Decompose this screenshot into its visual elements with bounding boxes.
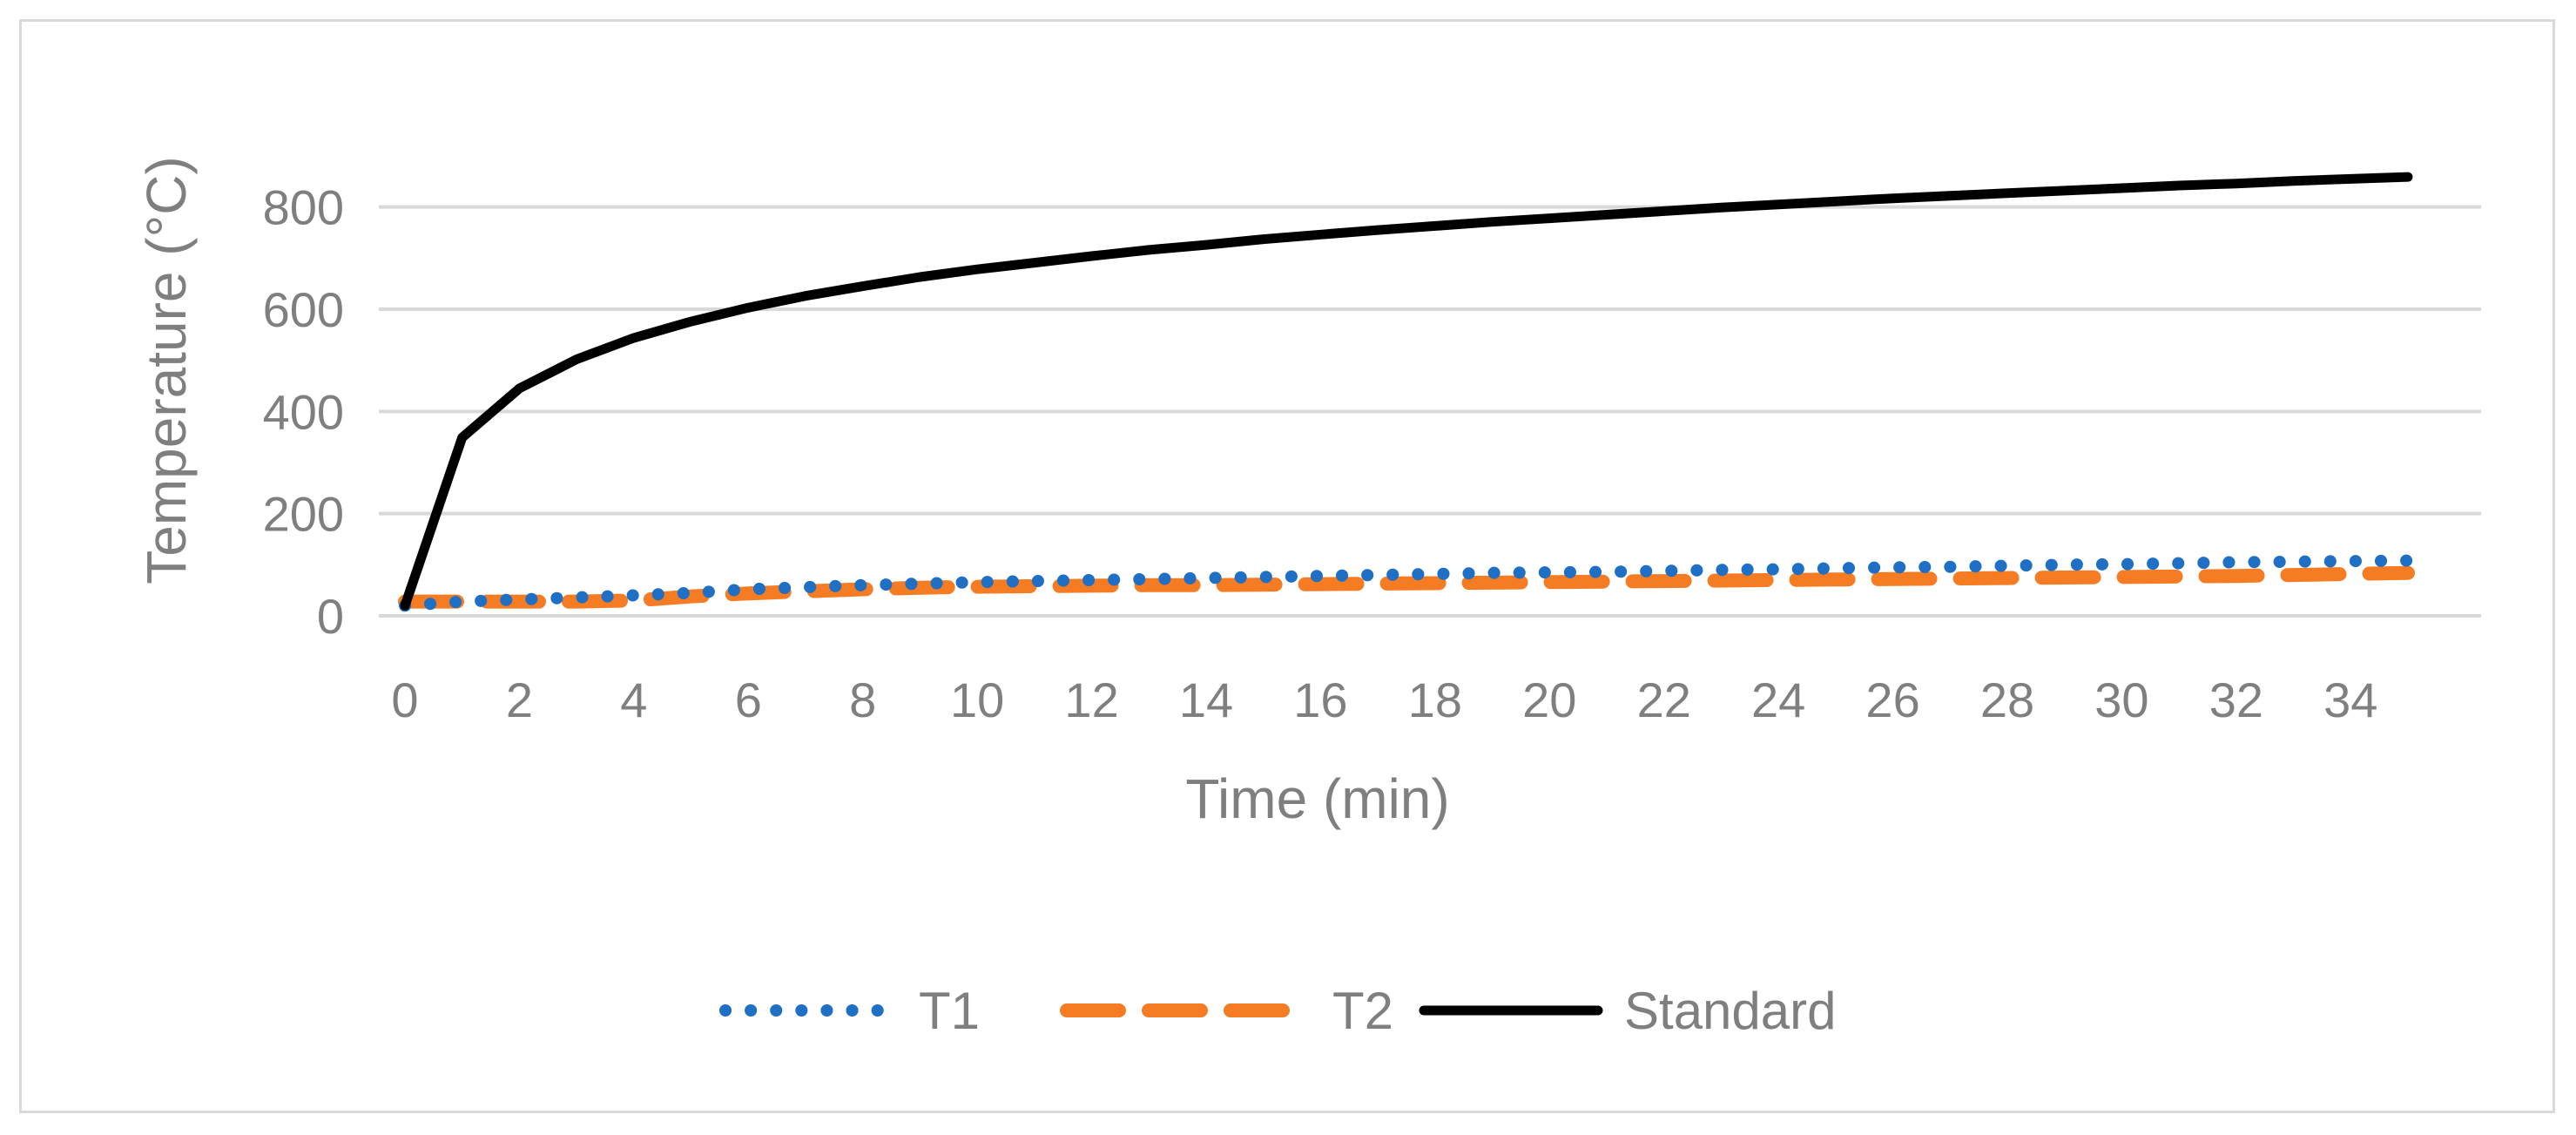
x-tick-label-2: 2 — [506, 672, 533, 727]
y-tick-label-800: 800 — [263, 180, 344, 235]
y-axis-ticks: 0 200 400 600 800 — [263, 180, 344, 644]
y-tick-label-0: 0 — [317, 589, 344, 644]
series-lines — [398, 172, 2415, 612]
x-tick-label-0: 0 — [391, 672, 418, 727]
legend-label-t2: T2 — [1332, 982, 1393, 1040]
y-tick-label-400: 400 — [263, 384, 344, 439]
x-tick-label-10: 10 — [950, 672, 1004, 727]
x-tick-label-26: 26 — [1865, 672, 1919, 727]
x-tick-label-16: 16 — [1293, 672, 1347, 727]
series-line-t1 — [399, 554, 2414, 612]
x-tick-label-6: 6 — [735, 672, 762, 727]
x-tick-label-14: 14 — [1179, 672, 1233, 727]
y-tick-label-200: 200 — [263, 487, 344, 542]
x-axis-title: Time (min) — [1185, 767, 1449, 830]
series-line-standard — [400, 172, 2413, 611]
x-tick-label-12: 12 — [1064, 672, 1118, 727]
legend-label-standard: Standard — [1624, 982, 1837, 1040]
x-tick-label-8: 8 — [849, 672, 876, 727]
x-tick-label-28: 28 — [1980, 672, 2034, 727]
x-tick-label-30: 30 — [2094, 672, 2148, 727]
x-tick-label-20: 20 — [1522, 672, 1576, 727]
x-tick-label-18: 18 — [1408, 672, 1462, 727]
x-axis-ticks: 0 2 4 6 8 10 12 14 16 18 20 22 24 26 28 30 32 34 — [391, 672, 2377, 727]
x-tick-label-4: 4 — [620, 672, 647, 727]
x-tick-label-34: 34 — [2323, 672, 2377, 727]
y-tick-label-600: 600 — [263, 282, 344, 337]
y-axis-title: Temperature (°C) — [135, 156, 198, 584]
x-tick-label-22: 22 — [1637, 672, 1691, 727]
x-tick-label-32: 32 — [2209, 672, 2263, 727]
legend-label-t1: T1 — [919, 982, 980, 1040]
x-tick-label-24: 24 — [1751, 672, 1805, 727]
legend: T1 T2 Standard — [719, 982, 1837, 1040]
gridlines — [379, 205, 2481, 618]
chart-frame: 0 200 400 600 800 0 2 4 6 8 10 12 14 16 18 20 22 24 26 28 3… — [19, 19, 2555, 1113]
